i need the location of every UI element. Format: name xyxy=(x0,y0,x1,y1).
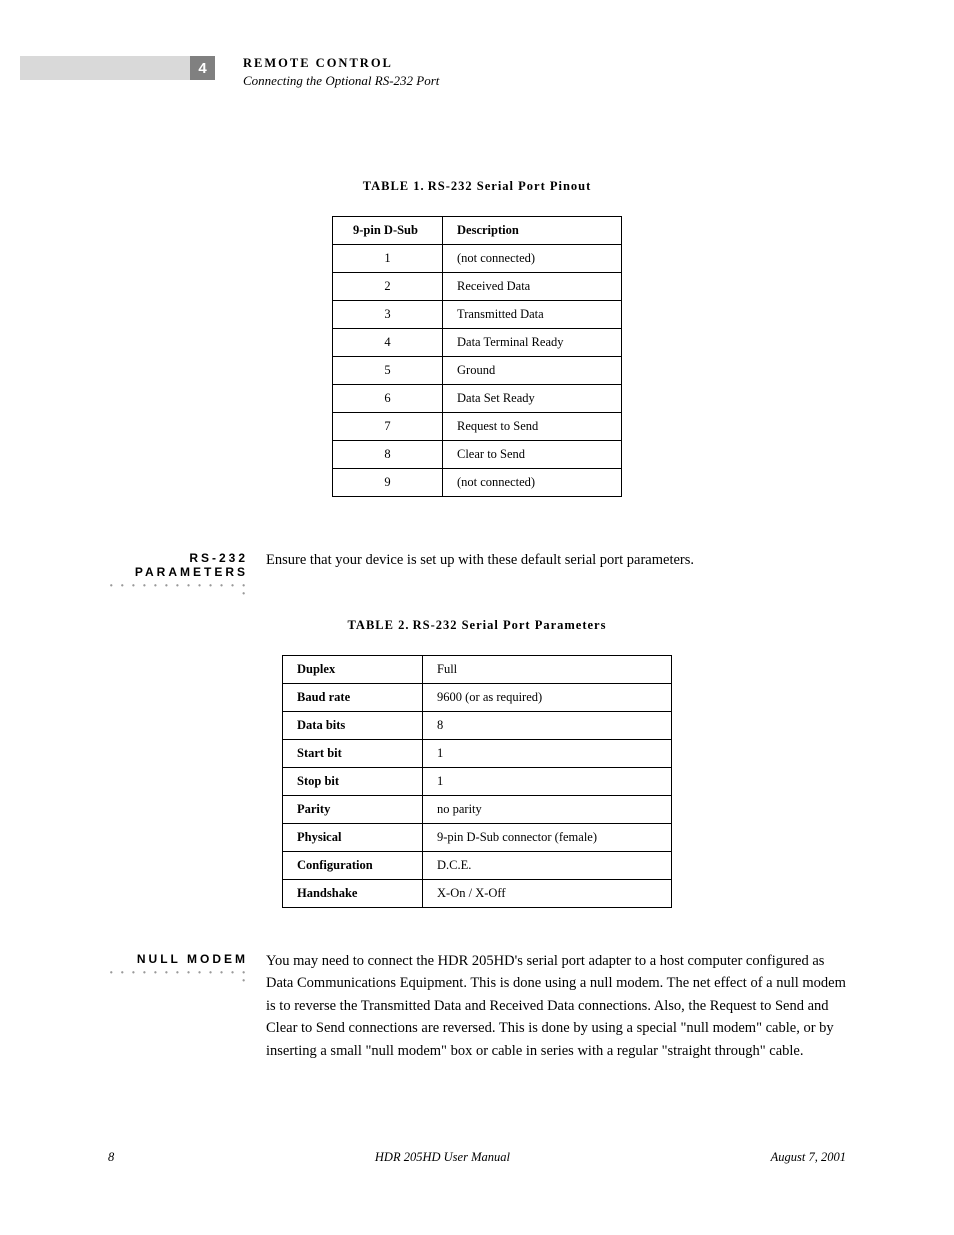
cell: 2 xyxy=(333,273,443,301)
cell: 8 xyxy=(423,712,672,740)
table-row: 3Transmitted Data xyxy=(333,301,622,329)
chapter-number: 4 xyxy=(190,56,215,80)
table-row: HandshakeX-On / X-Off xyxy=(283,880,672,908)
cell: Parity xyxy=(283,796,423,824)
table2-caption-label: TABLE 2. xyxy=(348,618,410,632)
table-row: 8Clear to Send xyxy=(333,441,622,469)
cell: Configuration xyxy=(283,852,423,880)
table-parameters: DuplexFull Baud rate9600 (or as required… xyxy=(282,655,672,908)
side-label-line2: PARAMETERS xyxy=(108,565,248,579)
page-header: REMOTE CONTROL Connecting the Optional R… xyxy=(108,56,846,89)
cell: 8 xyxy=(333,441,443,469)
table1-caption-label: TABLE 1. xyxy=(363,179,425,193)
side-dots: • • • • • • • • • • • • • • xyxy=(108,582,248,598)
table-row: 6Data Set Ready xyxy=(333,385,622,413)
table-row: 1(not connected) xyxy=(333,245,622,273)
table2-caption-title: RS-232 Serial Port Parameters xyxy=(413,618,607,632)
section-null-modem: NULL MODEM • • • • • • • • • • • • • • Y… xyxy=(108,950,846,1062)
table-row: Stop bit1 xyxy=(283,768,672,796)
cell: 9 xyxy=(333,469,443,497)
side-label-text: NULL MODEM xyxy=(108,952,248,966)
table-row: Baud rate9600 (or as required) xyxy=(283,684,672,712)
cell: Stop bit xyxy=(283,768,423,796)
cell: (not connected) xyxy=(443,245,622,273)
cell: 9600 (or as required) xyxy=(423,684,672,712)
footer-page: 8 xyxy=(108,1150,114,1165)
cell: 9-pin D-Sub connector (female) xyxy=(423,824,672,852)
table-row: 9(not connected) xyxy=(333,469,622,497)
cell: 7 xyxy=(333,413,443,441)
side-label-line1: RS-232 xyxy=(108,551,248,565)
cell: Data Set Ready xyxy=(443,385,622,413)
cell: 5 xyxy=(333,357,443,385)
cell: no parity xyxy=(423,796,672,824)
side-dots: • • • • • • • • • • • • • • xyxy=(108,969,248,985)
table-row: 5Ground xyxy=(333,357,622,385)
side-label-parameters: RS-232 PARAMETERS • • • • • • • • • • • … xyxy=(108,549,248,598)
table-row: Data bits8 xyxy=(283,712,672,740)
table2-caption: TABLE 2. RS-232 Serial Port Parameters xyxy=(108,618,846,633)
cell: 1 xyxy=(423,740,672,768)
header-title: REMOTE CONTROL xyxy=(243,56,439,71)
table1-col0: 9-pin D-Sub xyxy=(333,217,443,245)
cell: Ground xyxy=(443,357,622,385)
table-row: ConfigurationD.C.E. xyxy=(283,852,672,880)
cell: Full xyxy=(423,656,672,684)
chapter-tab-bg xyxy=(20,56,210,80)
table-pinout: 9-pin D-Sub Description 1(not connected)… xyxy=(332,216,622,497)
cell: Data Terminal Ready xyxy=(443,329,622,357)
cell: Received Data xyxy=(443,273,622,301)
cell: 1 xyxy=(333,245,443,273)
cell: Duplex xyxy=(283,656,423,684)
footer-date: August 7, 2001 xyxy=(771,1150,846,1165)
table-header-row: 9-pin D-Sub Description xyxy=(333,217,622,245)
parameters-text: Ensure that your device is set up with t… xyxy=(266,549,846,598)
table-row: DuplexFull xyxy=(283,656,672,684)
cell: 3 xyxy=(333,301,443,329)
cell: 6 xyxy=(333,385,443,413)
table-row: Parityno parity xyxy=(283,796,672,824)
cell: Handshake xyxy=(283,880,423,908)
table-row: Physical9-pin D-Sub connector (female) xyxy=(283,824,672,852)
cell: Baud rate xyxy=(283,684,423,712)
cell: 1 xyxy=(423,768,672,796)
cell: Transmitted Data xyxy=(443,301,622,329)
table-row: 2Received Data xyxy=(333,273,622,301)
header-subtitle: Connecting the Optional RS-232 Port xyxy=(243,73,439,89)
cell: Clear to Send xyxy=(443,441,622,469)
table-row: Start bit1 xyxy=(283,740,672,768)
cell: Physical xyxy=(283,824,423,852)
side-label-null-modem: NULL MODEM • • • • • • • • • • • • • • xyxy=(108,950,248,1062)
cell: Data bits xyxy=(283,712,423,740)
cell: Request to Send xyxy=(443,413,622,441)
footer-center: HDR 205HD User Manual xyxy=(375,1150,510,1165)
cell: X-On / X-Off xyxy=(423,880,672,908)
page-footer: 8 HDR 205HD User Manual August 7, 2001 xyxy=(108,1150,846,1165)
table1-caption: TABLE 1. RS-232 Serial Port Pinout xyxy=(108,179,846,194)
table1-caption-title: RS-232 Serial Port Pinout xyxy=(428,179,592,193)
section-parameters: RS-232 PARAMETERS • • • • • • • • • • • … xyxy=(108,549,846,598)
cell: Start bit xyxy=(283,740,423,768)
cell: 4 xyxy=(333,329,443,357)
table1-col1: Description xyxy=(443,217,622,245)
table-row: 4Data Terminal Ready xyxy=(333,329,622,357)
cell: D.C.E. xyxy=(423,852,672,880)
cell: (not connected) xyxy=(443,469,622,497)
table-row: 7Request to Send xyxy=(333,413,622,441)
null-modem-text: You may need to connect the HDR 205HD's … xyxy=(266,950,846,1062)
